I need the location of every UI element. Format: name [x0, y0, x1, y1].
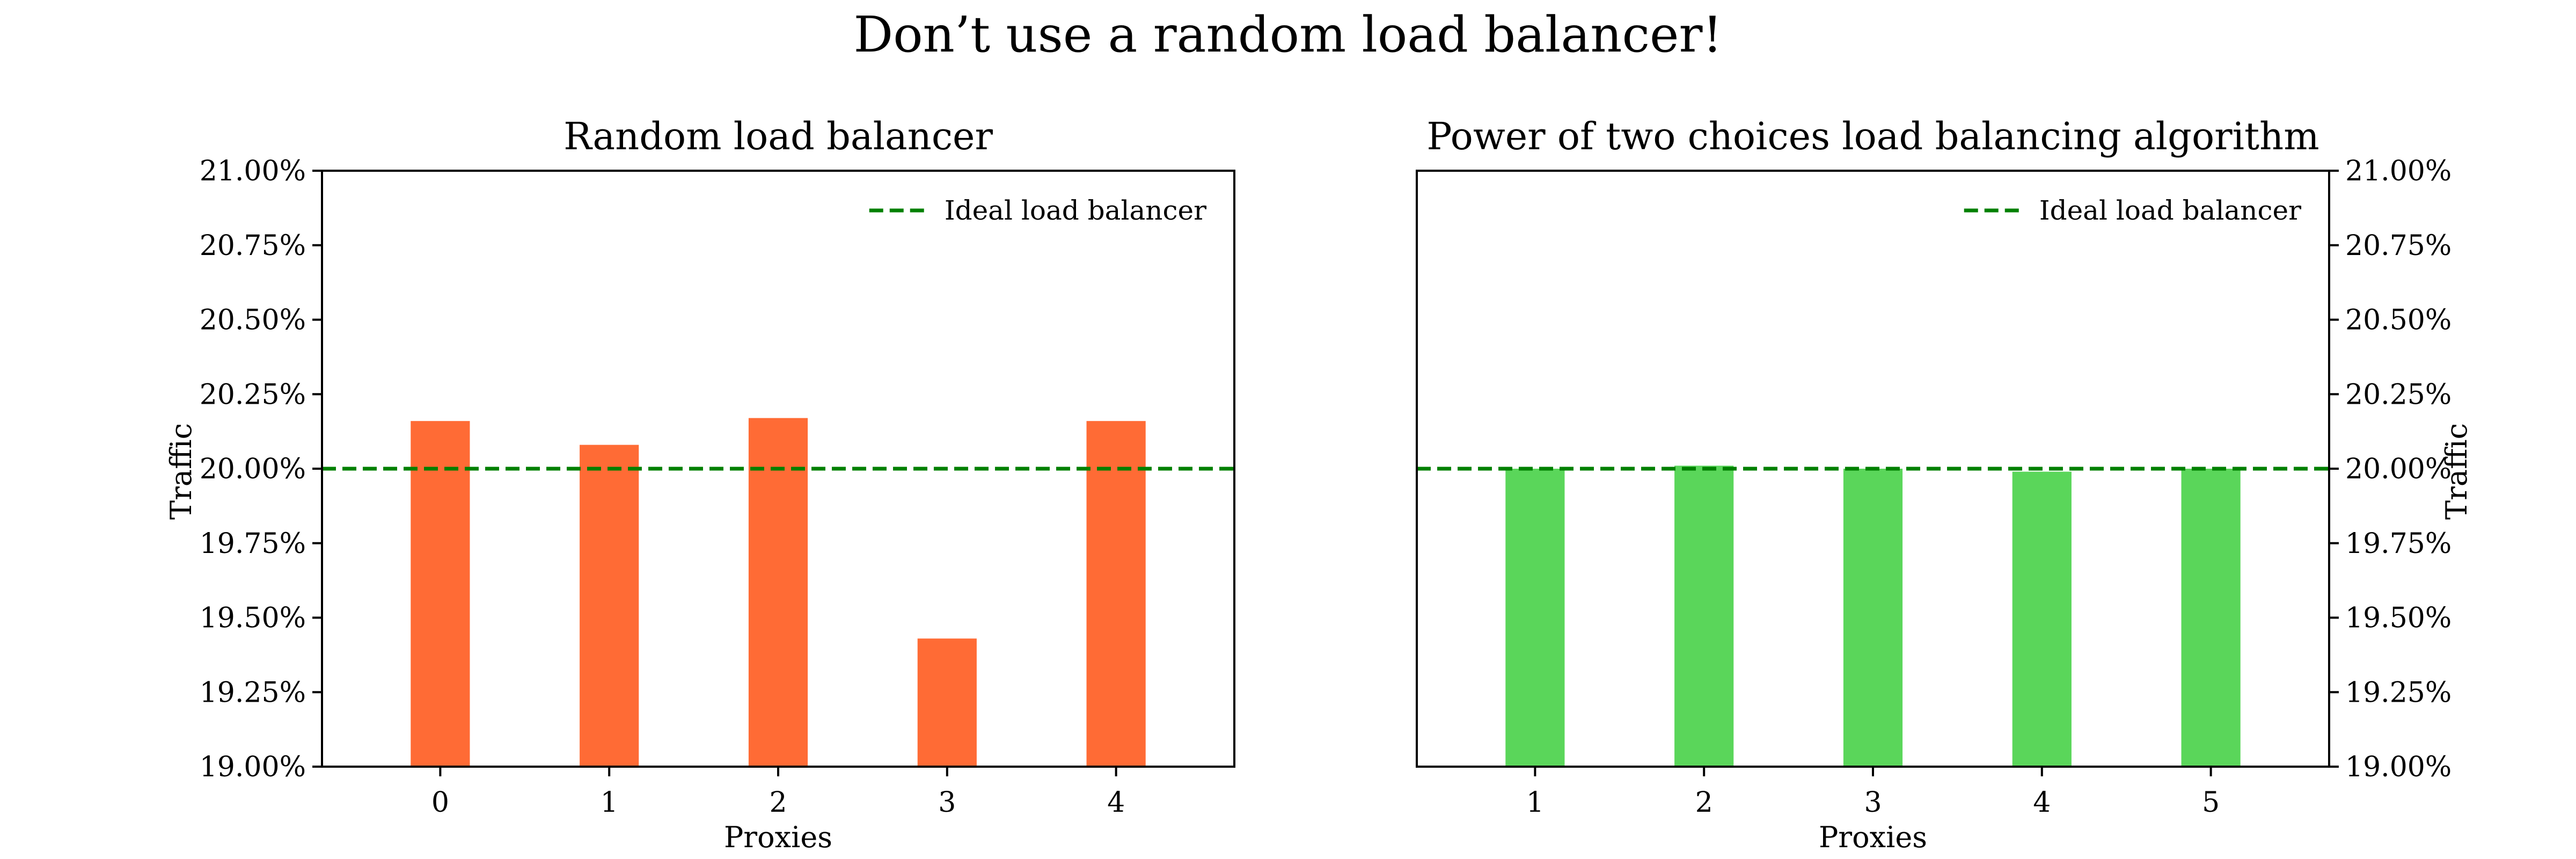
- y-tick-label: 20.00%: [2345, 453, 2451, 485]
- x-tick-label: 3: [938, 787, 956, 819]
- x-tick-label: 1: [1526, 787, 1544, 819]
- y-tick-label: 19.25%: [2345, 676, 2451, 709]
- y-tick-label: 20.50%: [200, 304, 306, 337]
- x-axis-label: Proxies: [724, 820, 832, 854]
- legend: Ideal load balancer: [1964, 195, 2301, 226]
- x-tick-label: 2: [769, 787, 787, 819]
- y-tick-label: 20.50%: [2345, 304, 2451, 337]
- x-tick-label: 4: [2033, 787, 2051, 819]
- bar-4: [1086, 421, 1146, 767]
- y-axis-label: Traffic: [2440, 423, 2473, 520]
- y-tick-label: 20.25%: [200, 378, 306, 411]
- y-tick-label: 20.75%: [200, 230, 306, 262]
- y-tick-label: 21.00%: [2345, 155, 2451, 187]
- bar-5: [2181, 469, 2241, 767]
- y-tick-label: 19.50%: [2345, 602, 2451, 635]
- bar-2: [1674, 465, 1734, 767]
- bar-0: [411, 421, 470, 767]
- x-tick-label: 3: [1864, 787, 1882, 819]
- y-tick-label: 19.75%: [2345, 528, 2451, 560]
- bar-4: [2012, 471, 2072, 767]
- x-tick-label: 5: [2202, 787, 2220, 819]
- y-tick-label: 19.50%: [200, 602, 306, 635]
- legend-label: Ideal load balancer: [2039, 195, 2301, 226]
- y-tick-label: 19.25%: [200, 676, 306, 709]
- x-tick-label: 2: [1695, 787, 1713, 819]
- chart-title: Power of two choices load balancing algo…: [1426, 114, 2319, 158]
- legend: Ideal load balancer: [869, 195, 1206, 226]
- y-tick-label: 20.00%: [200, 453, 306, 485]
- x-axis-label: Proxies: [1819, 820, 1927, 854]
- figure-title: Don’t use a random load balancer!: [854, 6, 1723, 63]
- x-tick-label: 4: [1107, 787, 1125, 819]
- legend-label: Ideal load balancer: [945, 195, 1206, 226]
- bar-1: [1505, 469, 1565, 767]
- bar-3: [917, 638, 977, 767]
- bar-3: [1843, 469, 1903, 767]
- random-load-balancer-chart: Random load balancer Proxies Traffic 19.…: [164, 114, 1235, 854]
- x-tick-label: 1: [601, 787, 618, 819]
- y-tick-label: 19.75%: [200, 528, 306, 560]
- chart-title: Random load balancer: [564, 114, 993, 158]
- x-tick-label: 0: [431, 787, 449, 819]
- bar-1: [580, 445, 639, 767]
- power-of-two-choices-chart: Power of two choices load balancing algo…: [1416, 114, 2473, 854]
- bar-2: [748, 418, 808, 767]
- y-axis-label: Traffic: [164, 423, 198, 520]
- y-tick-label: 20.75%: [2345, 230, 2451, 262]
- y-tick-label: 19.00%: [200, 751, 306, 783]
- y-tick-label: 20.25%: [2345, 378, 2451, 411]
- y-tick-label: 19.00%: [2345, 751, 2451, 783]
- y-tick-label: 21.00%: [200, 155, 306, 187]
